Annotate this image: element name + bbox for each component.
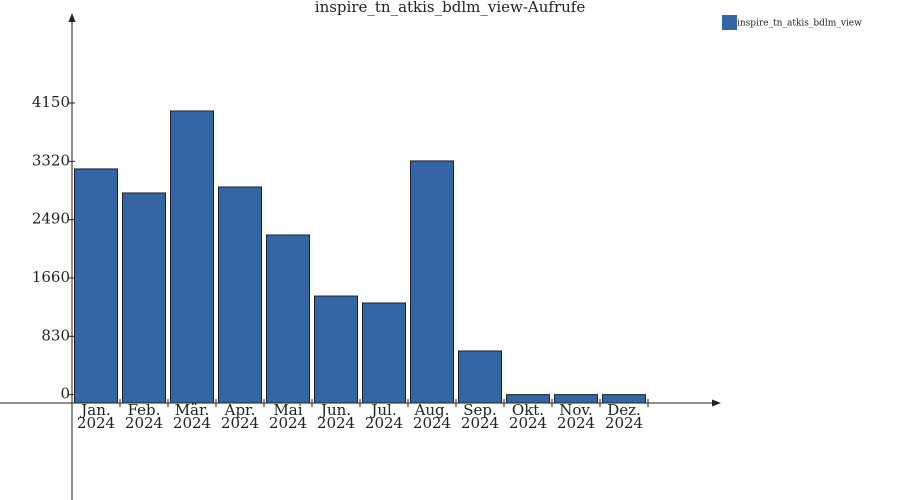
bar: [266, 234, 310, 404]
x-tick-label: 2024: [317, 414, 355, 432]
y-tick-label: 0: [60, 385, 70, 403]
bar: [74, 168, 118, 404]
y-tick-label: 3320: [32, 151, 70, 169]
x-tick-label: 2024: [125, 414, 163, 432]
x-tick-label: 2024: [557, 414, 595, 432]
bar: [602, 394, 646, 404]
bar: [314, 295, 358, 404]
x-tick-label: 2024: [77, 414, 115, 432]
x-tick-label: 2024: [413, 414, 451, 432]
x-tick-label: Jul.: [369, 401, 396, 419]
x-tick-label: 2024: [365, 414, 403, 432]
x-tick-label: Aug.: [414, 401, 450, 419]
x-tick-label: Feb.: [128, 401, 161, 419]
x-tick-label: Mai: [273, 401, 302, 419]
y-tick-label: 4150: [32, 93, 70, 111]
x-tick-label: Okt.: [512, 401, 544, 419]
x-tick-label: 2024: [269, 414, 307, 432]
x-tick-label: Jun.: [319, 401, 351, 419]
bar: [410, 160, 454, 404]
x-tick-label: Apr.: [224, 401, 256, 419]
x-tick-label: Jan.: [79, 401, 110, 419]
x-tick-label: 2024: [605, 414, 643, 432]
x-tick-label: Sep.: [463, 401, 497, 419]
x-tick-label: Dez.: [607, 401, 641, 419]
bar: [362, 302, 406, 404]
x-tick-label: 2024: [461, 414, 499, 432]
bar: [458, 350, 502, 404]
bar: [170, 110, 214, 404]
bar: [554, 394, 598, 404]
x-tick-label: Nov.: [559, 401, 593, 419]
bar: [506, 394, 550, 404]
bar: [122, 192, 166, 404]
bar: [218, 186, 262, 404]
y-tick-label: 830: [41, 326, 70, 344]
x-tick-label: 2024: [221, 414, 259, 432]
y-tick-label: 2490: [32, 210, 70, 228]
x-tick-label: 2024: [173, 414, 211, 432]
legend-swatch: [722, 15, 737, 30]
x-tick-label: 2024: [509, 414, 547, 432]
y-tick-label: 1660: [32, 268, 70, 286]
chart-title: inspire_tn_atkis_bdlm_view-Aufrufe: [315, 0, 586, 16]
legend-label: inspire_tn_atkis_bdlm_view: [737, 19, 862, 29]
x-tick-label: Mär.: [175, 401, 210, 419]
